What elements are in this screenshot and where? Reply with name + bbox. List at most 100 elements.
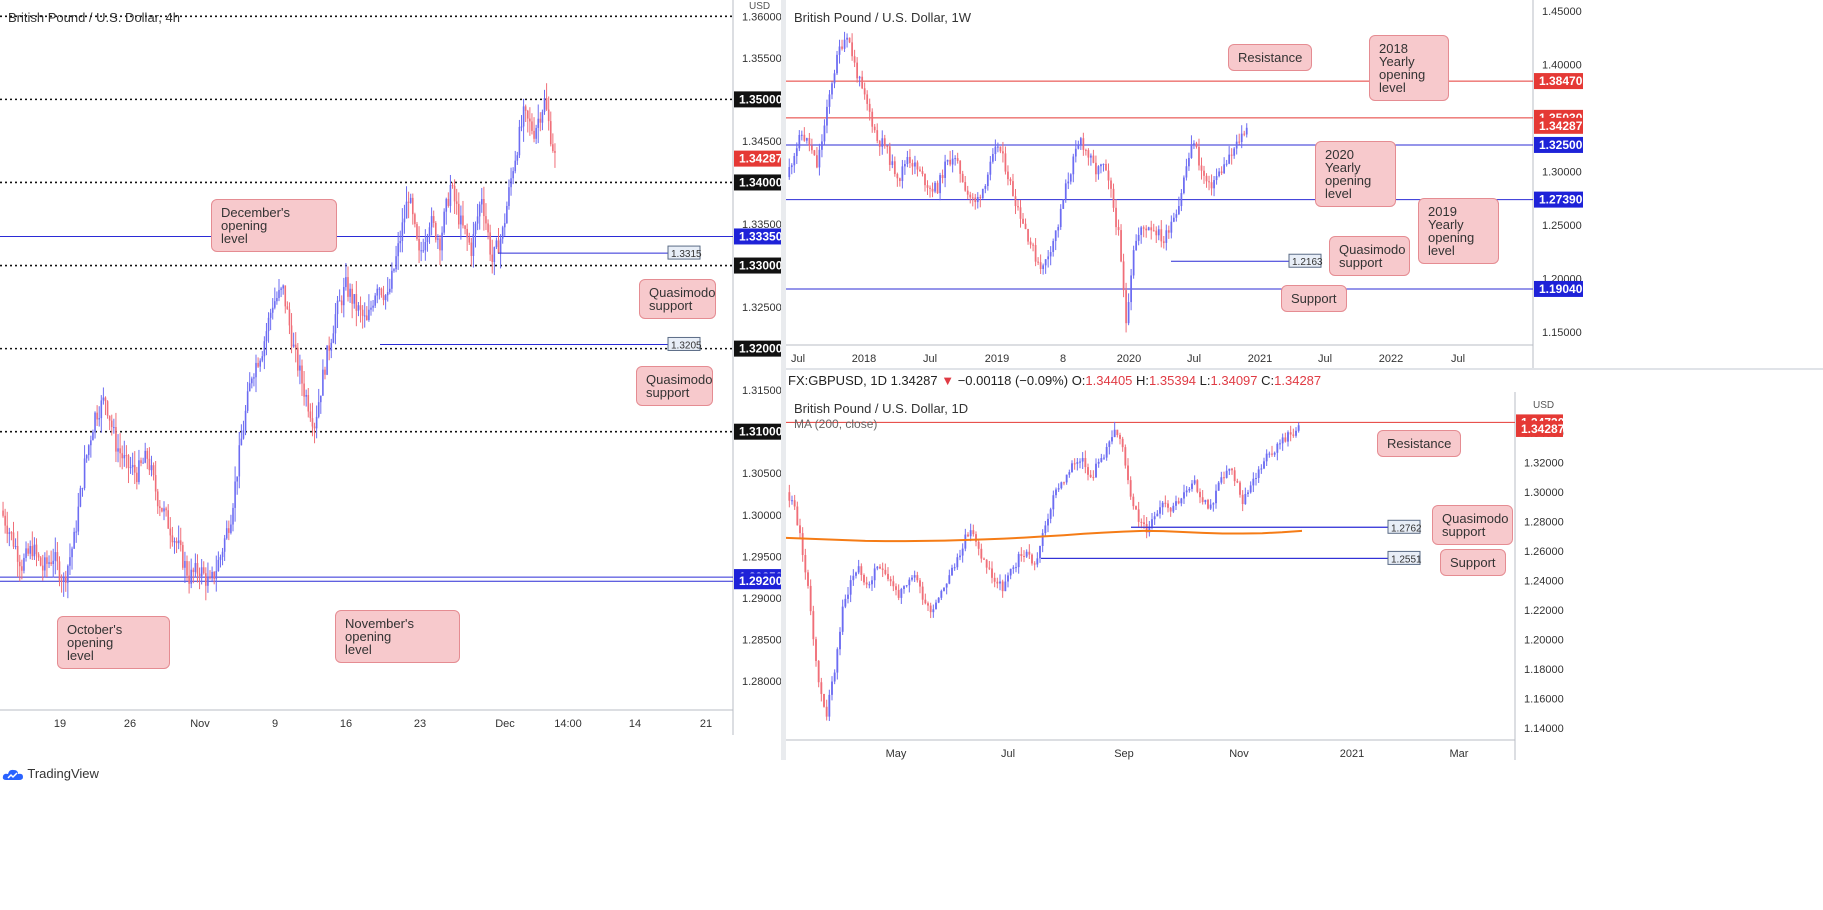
candle-body: [278, 289, 280, 299]
candle-body: [1172, 217, 1175, 222]
candle-body: [378, 288, 381, 290]
candle-body: [322, 369, 324, 396]
y-tick-label: 1.30500: [742, 468, 781, 480]
candle-body: [399, 240, 402, 244]
symbol-name[interactable]: FX:GBPUSD, 1D: [788, 373, 887, 388]
candle-body: [1252, 478, 1255, 486]
candle-body: [1135, 506, 1137, 510]
candle-body: [1198, 146, 1200, 166]
candle-body: [1140, 227, 1143, 235]
candle-body: [92, 432, 94, 441]
candle-body: [255, 362, 257, 378]
last-price-box: [1534, 117, 1583, 134]
candle-body: [974, 197, 977, 203]
candle-body: [219, 557, 222, 560]
candle-body: [510, 178, 512, 188]
candle-body: [788, 167, 791, 178]
candle-body: [221, 551, 224, 558]
candle-body: [257, 362, 259, 367]
level-label: 1.38470: [1539, 74, 1583, 88]
candle-body: [491, 254, 494, 262]
candle-body: [1236, 481, 1239, 483]
candle-body: [271, 307, 274, 313]
candle-body: [261, 356, 264, 361]
chart-1d-panel[interactable]: 1.340001.320001.300001.280001.260001.240…: [786, 392, 1823, 760]
candle-body: [988, 567, 991, 569]
level-label: 1.33350: [739, 229, 781, 243]
chart-1w-panel[interactable]: 1.450001.400001.350001.300001.250001.200…: [786, 0, 1823, 368]
y-tick-label: 1.31500: [742, 385, 781, 397]
candle-body: [1150, 227, 1153, 231]
candle-body: [284, 285, 287, 307]
candle-body: [839, 631, 841, 650]
chart-4h-svg[interactable]: 1.36000 1.35500 1.35000 1.34500 1.34000 1.335…: [0, 0, 781, 735]
level-label-box: [734, 423, 781, 440]
candle-body: [1213, 180, 1215, 189]
callout-october-opening: October's opening level: [57, 616, 170, 669]
candle-body: [305, 395, 307, 397]
candle-body: [54, 552, 57, 561]
tradingview-logo[interactable]: TradingView: [2, 766, 99, 782]
candle-body: [1077, 144, 1080, 149]
candle-body: [891, 161, 894, 165]
chart-1w-svg[interactable]: 1.450001.400001.350001.300001.250001.200…: [786, 0, 1823, 368]
candle-body: [1199, 491, 1201, 498]
candle-body: [196, 563, 199, 574]
candle-body: [514, 160, 517, 172]
candle-body: [811, 145, 813, 151]
candle-body: [209, 577, 211, 579]
candle-body: [205, 573, 207, 586]
candle-body: [324, 369, 326, 375]
candle-body: [1191, 483, 1193, 489]
candle-body: [487, 223, 489, 233]
panel-divider[interactable]: [781, 0, 786, 760]
candle-body: [386, 292, 389, 296]
candle-body: [1244, 494, 1247, 505]
candle-body: [1055, 489, 1057, 496]
panel-divider-horizontal[interactable]: [786, 368, 1823, 370]
y-tick-label: 1.32000: [1524, 458, 1564, 470]
candle-body: [163, 508, 165, 512]
candle-body: [87, 445, 90, 456]
candle-body: [439, 238, 441, 251]
x-tick-label: 8: [1060, 353, 1066, 365]
candle-body: [1113, 429, 1116, 438]
candle-body: [1188, 488, 1191, 491]
candle-body: [449, 185, 452, 206]
candle-body: [873, 126, 876, 131]
candle-body: [815, 639, 817, 661]
candle-body: [225, 528, 228, 539]
y-tick-label: 1.28000: [742, 676, 781, 688]
chart-4h-panel[interactable]: 1.36000 1.35500 1.35000 1.34500 1.34000 1.335…: [0, 0, 781, 735]
callout-2018-yearly: 2018 Yearly opening level: [1369, 35, 1449, 101]
candle-body: [177, 540, 180, 544]
candle-body: [1137, 509, 1140, 522]
candle-body: [129, 467, 132, 469]
candle-body: [793, 156, 796, 166]
candle-body: [848, 37, 851, 43]
candle-body: [892, 581, 895, 587]
candle-body: [138, 460, 140, 483]
candle-body: [100, 400, 103, 419]
candle-body: [828, 694, 831, 717]
candle-body: [831, 681, 833, 695]
candle-body: [954, 158, 957, 160]
candle-body: [110, 420, 113, 428]
candle-body: [303, 383, 305, 397]
candle-body: [841, 46, 843, 49]
candle-body: [1185, 490, 1188, 493]
candle-body: [1228, 468, 1231, 471]
candle-body: [1233, 148, 1236, 156]
candle-body: [336, 300, 339, 315]
chart-1d-svg[interactable]: 1.340001.320001.300001.280001.260001.240…: [786, 392, 1823, 760]
candle-body: [236, 476, 238, 482]
candle-body: [48, 562, 50, 564]
candle-body: [964, 534, 967, 549]
candle-body: [317, 402, 320, 417]
ma-indicator-label: MA (200, close): [794, 417, 878, 431]
candle-body: [1082, 138, 1085, 150]
candle-body: [813, 150, 816, 156]
candle-body: [823, 693, 825, 707]
candle-body: [1225, 163, 1228, 165]
candle-body: [1241, 494, 1244, 505]
